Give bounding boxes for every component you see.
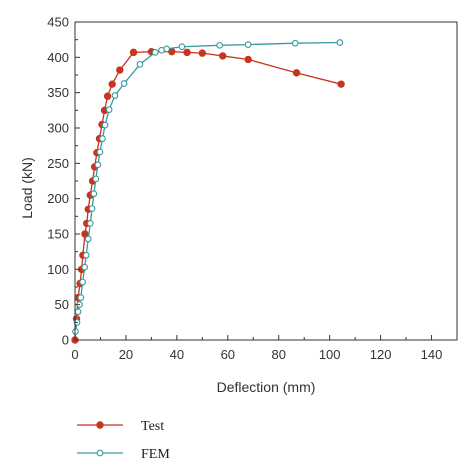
fem-data-point: [99, 135, 106, 142]
x-tick-label: 120: [370, 347, 392, 362]
y-tick-label: 150: [47, 227, 69, 242]
x-tick-label: 100: [319, 347, 341, 362]
tick-labels: 0 20 40 60 80 100 120 140 0 50 100 150 200 250 300 350 4…: [47, 15, 442, 363]
fem-data-point: [336, 39, 344, 46]
fem-data-point: [136, 61, 144, 68]
y-tick-label: 200: [47, 191, 69, 206]
fem-data-point: [151, 49, 159, 56]
x-axis-title: Deflection (mm): [217, 379, 316, 395]
x-tick-label: 140: [421, 347, 443, 362]
fem-data-point: [86, 220, 94, 227]
plot-area: [71, 39, 345, 344]
fem-data-point: [77, 294, 85, 301]
x-tick-label: 40: [170, 347, 184, 362]
y-tick-label: 400: [47, 50, 69, 65]
y-axis-title: Load (kN): [19, 157, 35, 218]
test-data-point: [292, 69, 301, 77]
test-series-line: [74, 51, 342, 341]
fem-data-point: [163, 45, 171, 53]
y-tick-label: 50: [55, 297, 69, 312]
y-tick-label: 350: [47, 85, 69, 100]
fem-data-point: [88, 205, 96, 212]
x-tick-label: 20: [119, 347, 133, 362]
fem-data-point: [82, 251, 90, 259]
y-tick-label: 450: [47, 15, 69, 30]
test-data-point: [129, 48, 138, 57]
fem-data-point: [96, 148, 104, 156]
axes: [74, 21, 458, 341]
test-data-point: [81, 230, 89, 238]
plot-frame: [74, 21, 458, 341]
fem-data-point: [120, 80, 128, 87]
y-tick-label: 0: [62, 333, 69, 348]
fem-data-point: [81, 263, 89, 271]
test-legend-marker: [96, 421, 104, 429]
test-data-point: [337, 80, 345, 88]
x-tick-label: 60: [221, 347, 235, 362]
test-data-point: [198, 49, 207, 57]
test-data-point: [108, 80, 116, 88]
fem-legend-marker: [96, 449, 104, 457]
fem-data-point: [111, 92, 119, 99]
fem-data-point: [291, 39, 299, 47]
fem-legend-label: FEM: [141, 447, 170, 462]
fem-data-point: [101, 121, 109, 129]
y-tick-label: 250: [47, 156, 69, 171]
fem-data-point: [92, 175, 100, 183]
legend: Test FEM: [77, 419, 170, 462]
y-tick-label: 300: [47, 121, 69, 136]
fem-data-point: [74, 308, 82, 316]
fem-data-point: [90, 190, 98, 198]
test-data-point: [103, 92, 112, 100]
test-legend-label: Test: [141, 419, 164, 434]
test-data-point: [244, 55, 252, 64]
fem-data-point: [244, 41, 252, 48]
test-data-point: [183, 48, 191, 57]
x-tick-label: 0: [71, 347, 78, 362]
fem-data-point: [105, 106, 113, 113]
fem-data-point: [94, 161, 102, 169]
fem-data-point: [79, 278, 86, 286]
y-tick-label: 100: [47, 262, 69, 277]
test-data-point: [116, 66, 124, 74]
fem-data-point: [72, 328, 79, 335]
fem-data-point: [178, 43, 186, 51]
test-data-point: [219, 52, 227, 60]
x-tick-label: 80: [271, 347, 285, 362]
fem-data-point: [216, 41, 224, 49]
fem-data-point: [84, 235, 92, 243]
